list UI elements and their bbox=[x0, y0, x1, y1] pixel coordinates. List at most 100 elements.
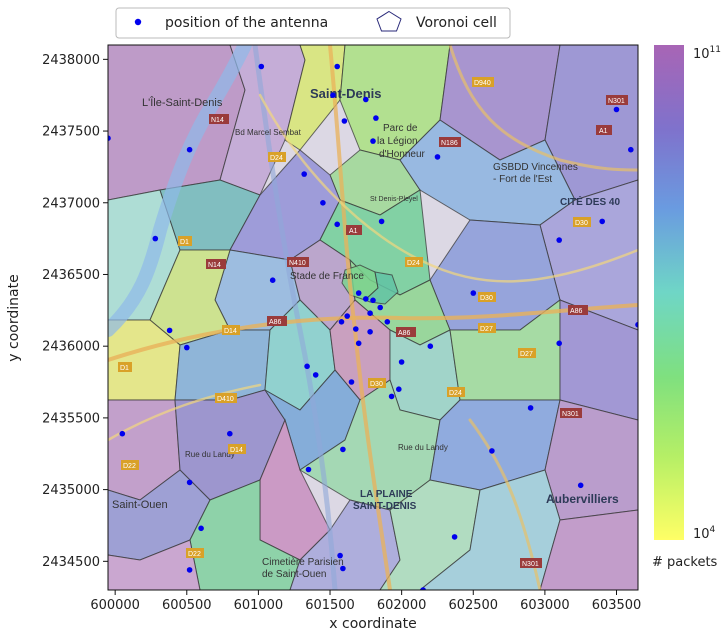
road-badge-label: N301 bbox=[608, 98, 625, 105]
road-badge-label: N186 bbox=[441, 140, 458, 147]
road-badge-label: A86 bbox=[398, 330, 411, 337]
antenna-point bbox=[348, 379, 355, 385]
x-tick-label: 601500 bbox=[305, 598, 355, 613]
colorbar-max-label: 1011 bbox=[693, 45, 721, 62]
antenna-point bbox=[367, 329, 373, 335]
road-badge-label: D1 bbox=[180, 239, 189, 246]
x-tick-label: 602500 bbox=[448, 598, 498, 613]
voronoi-cells bbox=[108, 45, 638, 590]
antenna-point bbox=[304, 363, 310, 370]
road-badge bbox=[568, 305, 588, 315]
y-tick-label: 2437000 bbox=[42, 196, 100, 211]
road-badge bbox=[606, 95, 628, 105]
antenna-points bbox=[108, 63, 638, 590]
antenna-point bbox=[398, 359, 405, 365]
antenna-point bbox=[377, 304, 384, 311]
road-badge-label: A86 bbox=[570, 308, 583, 315]
road-badge bbox=[560, 408, 582, 418]
road-badge-label: D27 bbox=[480, 326, 493, 333]
legend: position of the antenna Voronoi cell bbox=[115, 7, 511, 39]
antenna-point bbox=[388, 393, 395, 400]
road-badge-label: D22 bbox=[123, 463, 136, 470]
road-badge bbox=[520, 558, 542, 568]
road-badge bbox=[206, 259, 226, 269]
road-badge bbox=[396, 327, 416, 337]
road-badge-label: N410 bbox=[289, 260, 306, 267]
map-label-gsbdd: GSBDD Vincennes bbox=[493, 162, 578, 173]
road-badge-label: D27 bbox=[520, 351, 533, 358]
road-badge bbox=[228, 444, 246, 454]
antenna-point bbox=[320, 200, 326, 206]
road-badge bbox=[178, 236, 192, 246]
x-tick-label: 603500 bbox=[592, 598, 642, 613]
antenna-point bbox=[427, 343, 434, 350]
colorbar: 1011 104 # packets bbox=[652, 45, 721, 570]
antenna-point bbox=[344, 313, 351, 319]
road-badge bbox=[287, 257, 309, 267]
road-badge-label: D940 bbox=[474, 80, 491, 87]
antenna-point bbox=[577, 482, 584, 489]
road-badge-label: D1 bbox=[120, 365, 129, 372]
antenna-point bbox=[330, 92, 336, 98]
road-badge-label: D14 bbox=[230, 447, 243, 454]
road-badge-label: D30 bbox=[480, 295, 493, 302]
x-tick-label: 603000 bbox=[520, 598, 570, 613]
map-label-saint-ouen: Saint-Ouen bbox=[112, 499, 168, 511]
antenna-point bbox=[434, 154, 441, 160]
antenna-point bbox=[355, 340, 362, 347]
map-label-rue-landy: Rue du Landy bbox=[398, 443, 448, 452]
map-label-cite: CITÉ DES 40 bbox=[560, 195, 620, 208]
antenna-point bbox=[599, 218, 605, 225]
colorbar-min-exp: 4 bbox=[710, 525, 716, 535]
y-axis-title: y coordinate bbox=[6, 274, 22, 361]
road-badge bbox=[573, 217, 591, 227]
map-label-cimetiere: Cimetière Parisien bbox=[262, 557, 344, 568]
map-label-rue-landy2: Rue du Landy bbox=[185, 450, 235, 459]
x-tick-label: 600000 bbox=[90, 598, 140, 613]
colorbar-title: # packets bbox=[652, 555, 718, 570]
antenna-point bbox=[420, 587, 426, 590]
colorbar-min-label: 104 bbox=[693, 525, 716, 542]
antenna-point bbox=[470, 290, 477, 296]
antenna-point bbox=[635, 321, 638, 328]
antenna-point bbox=[108, 135, 111, 141]
road-badge-label: N14 bbox=[208, 262, 221, 269]
road-d410 bbox=[108, 383, 262, 442]
map-label-ile-saint-denis: L'Île-Saint-Denis bbox=[142, 96, 223, 109]
map-label-stdenis-pleyel: St Denis-Pleyel bbox=[370, 196, 418, 203]
antenna-point bbox=[198, 525, 204, 532]
road-badge-label: N301 bbox=[522, 561, 539, 568]
road-badge bbox=[478, 323, 496, 333]
antenna-point bbox=[489, 448, 495, 454]
colorbar-max-exp: 11 bbox=[710, 45, 721, 55]
antenna-point bbox=[451, 534, 458, 540]
y-tick-label: 2434500 bbox=[42, 555, 100, 570]
road-badge-label: N301 bbox=[562, 411, 579, 418]
antenna-point bbox=[613, 106, 620, 113]
legend-label-voronoi: Voronoi cell bbox=[416, 15, 497, 31]
antenna-point bbox=[341, 118, 348, 124]
road-badge-label: D22 bbox=[188, 551, 201, 558]
voronoi-cell bbox=[364, 271, 399, 305]
x-tick-label: 600500 bbox=[162, 598, 212, 613]
antenna-point bbox=[355, 290, 362, 296]
map-label-stade: Stade de France bbox=[290, 271, 364, 282]
map-label-parc2: la Légion bbox=[377, 136, 418, 147]
antenna-point bbox=[384, 319, 391, 325]
road-badge-label: D410 bbox=[217, 396, 234, 403]
map-label-sernard: Bd Marcel Sembat bbox=[235, 128, 302, 137]
antenna-point bbox=[340, 446, 346, 453]
road-a86 bbox=[108, 303, 638, 362]
road-badge bbox=[478, 292, 496, 302]
river-seine bbox=[108, 45, 252, 337]
road-badge bbox=[447, 387, 465, 397]
road-badge bbox=[118, 362, 132, 372]
map-label-aubervilliers: Aubervilliers bbox=[546, 492, 619, 506]
y-tick-label: 2438000 bbox=[42, 53, 100, 68]
y-tick-label: 2436500 bbox=[42, 268, 100, 283]
antenna-point bbox=[305, 466, 312, 473]
antenna-point bbox=[353, 326, 359, 332]
plot-frame bbox=[107, 44, 639, 591]
colorbar-min-base: 10 bbox=[693, 527, 710, 542]
